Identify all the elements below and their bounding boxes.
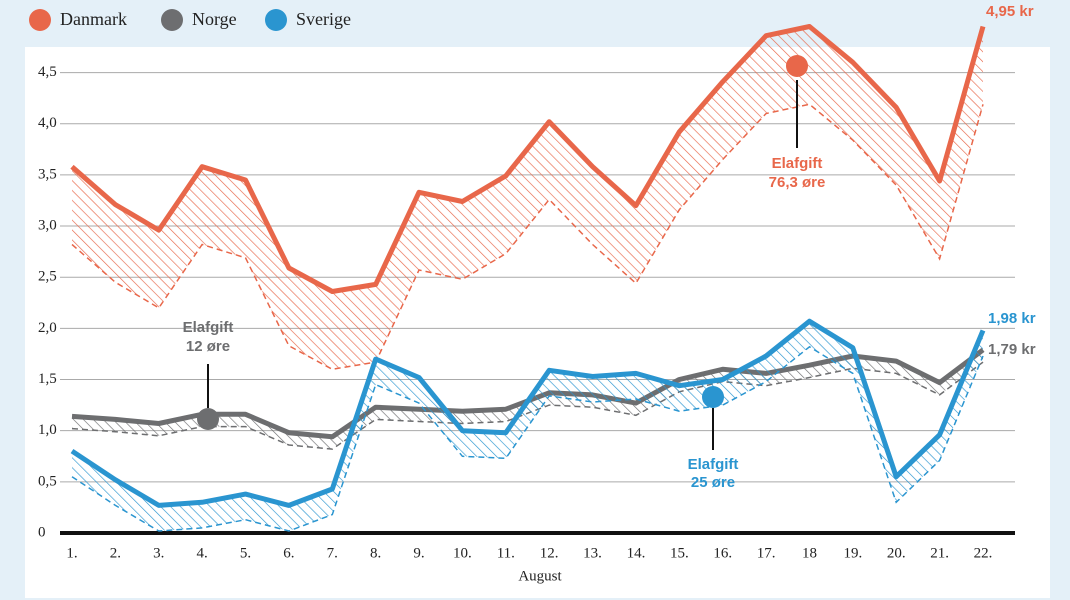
y-tick-label: 3,5 <box>38 166 57 182</box>
legend-label: Norge <box>192 9 237 29</box>
x-axis-label: August <box>518 568 562 584</box>
tax-area <box>72 26 983 370</box>
legend-marker <box>265 9 287 31</box>
x-tick-label: 12. <box>540 545 559 561</box>
line <box>70 318 986 508</box>
tax-area <box>72 321 983 531</box>
legend-label: Sverige <box>296 9 351 29</box>
x-tick-label: 11. <box>497 545 515 561</box>
x-tick-label: 19. <box>843 545 862 561</box>
x-tick-label: 14. <box>627 545 646 561</box>
x-tick-label: 18 <box>802 545 817 561</box>
y-tick-label: 1,0 <box>38 422 57 438</box>
annotation-text: 25 øre <box>691 474 735 491</box>
x-tick-label: 2. <box>110 545 121 561</box>
y-tick-label: 1,5 <box>38 371 57 387</box>
x-tick-label: 21. <box>930 545 949 561</box>
y-tick-label: 4,0 <box>38 115 57 131</box>
annotation-dot <box>702 386 724 408</box>
x-tick-label: 8. <box>370 545 381 561</box>
x-tick-label: 1. <box>66 545 77 561</box>
x-tick-label: 5. <box>240 545 251 561</box>
x-tick-label: 4. <box>197 545 208 561</box>
x-tick-label: 10. <box>453 545 472 561</box>
annotation-dot <box>786 55 808 77</box>
x-tick-label: 22. <box>974 545 993 561</box>
annotation-text: 76,3 øre <box>769 174 826 191</box>
x-tick-label: 15. <box>670 545 689 561</box>
end-label: 1,79 kr <box>988 341 1036 358</box>
x-tick-label: 3. <box>153 545 164 561</box>
annotation-dot <box>197 408 219 430</box>
legend-marker <box>161 9 183 31</box>
x-tick-label: 13. <box>583 545 602 561</box>
x-tick-label: 20. <box>887 545 906 561</box>
annotation-text: Elafgift <box>772 155 823 172</box>
x-tick-label: 17. <box>757 545 776 561</box>
x-tick-label: 6. <box>283 545 294 561</box>
end-label: 1,98 kr <box>988 310 1036 327</box>
y-tick-label: 2,5 <box>38 269 57 285</box>
y-tick-label: 0,5 <box>38 473 57 489</box>
y-tick-label: 2,0 <box>38 320 57 336</box>
line <box>70 24 986 294</box>
end-label: 4,95 kr <box>986 3 1034 20</box>
line-excl-tax <box>71 345 984 532</box>
x-tick-label: 7. <box>327 545 338 561</box>
x-tick-label: 16. <box>713 545 732 561</box>
y-tick-label: 0 <box>38 524 46 540</box>
legend-marker <box>29 9 51 31</box>
y-tick-label: 3,0 <box>38 217 57 233</box>
annotation-text: Elafgift <box>688 456 739 473</box>
annotation-text: Elafgift <box>183 319 234 336</box>
y-tick-label: 4,5 <box>38 64 57 80</box>
line-excl-tax <box>71 103 984 371</box>
legend-label: Danmark <box>60 9 127 29</box>
annotation-text: 12 øre <box>186 338 230 355</box>
x-tick-label: 9. <box>413 545 424 561</box>
